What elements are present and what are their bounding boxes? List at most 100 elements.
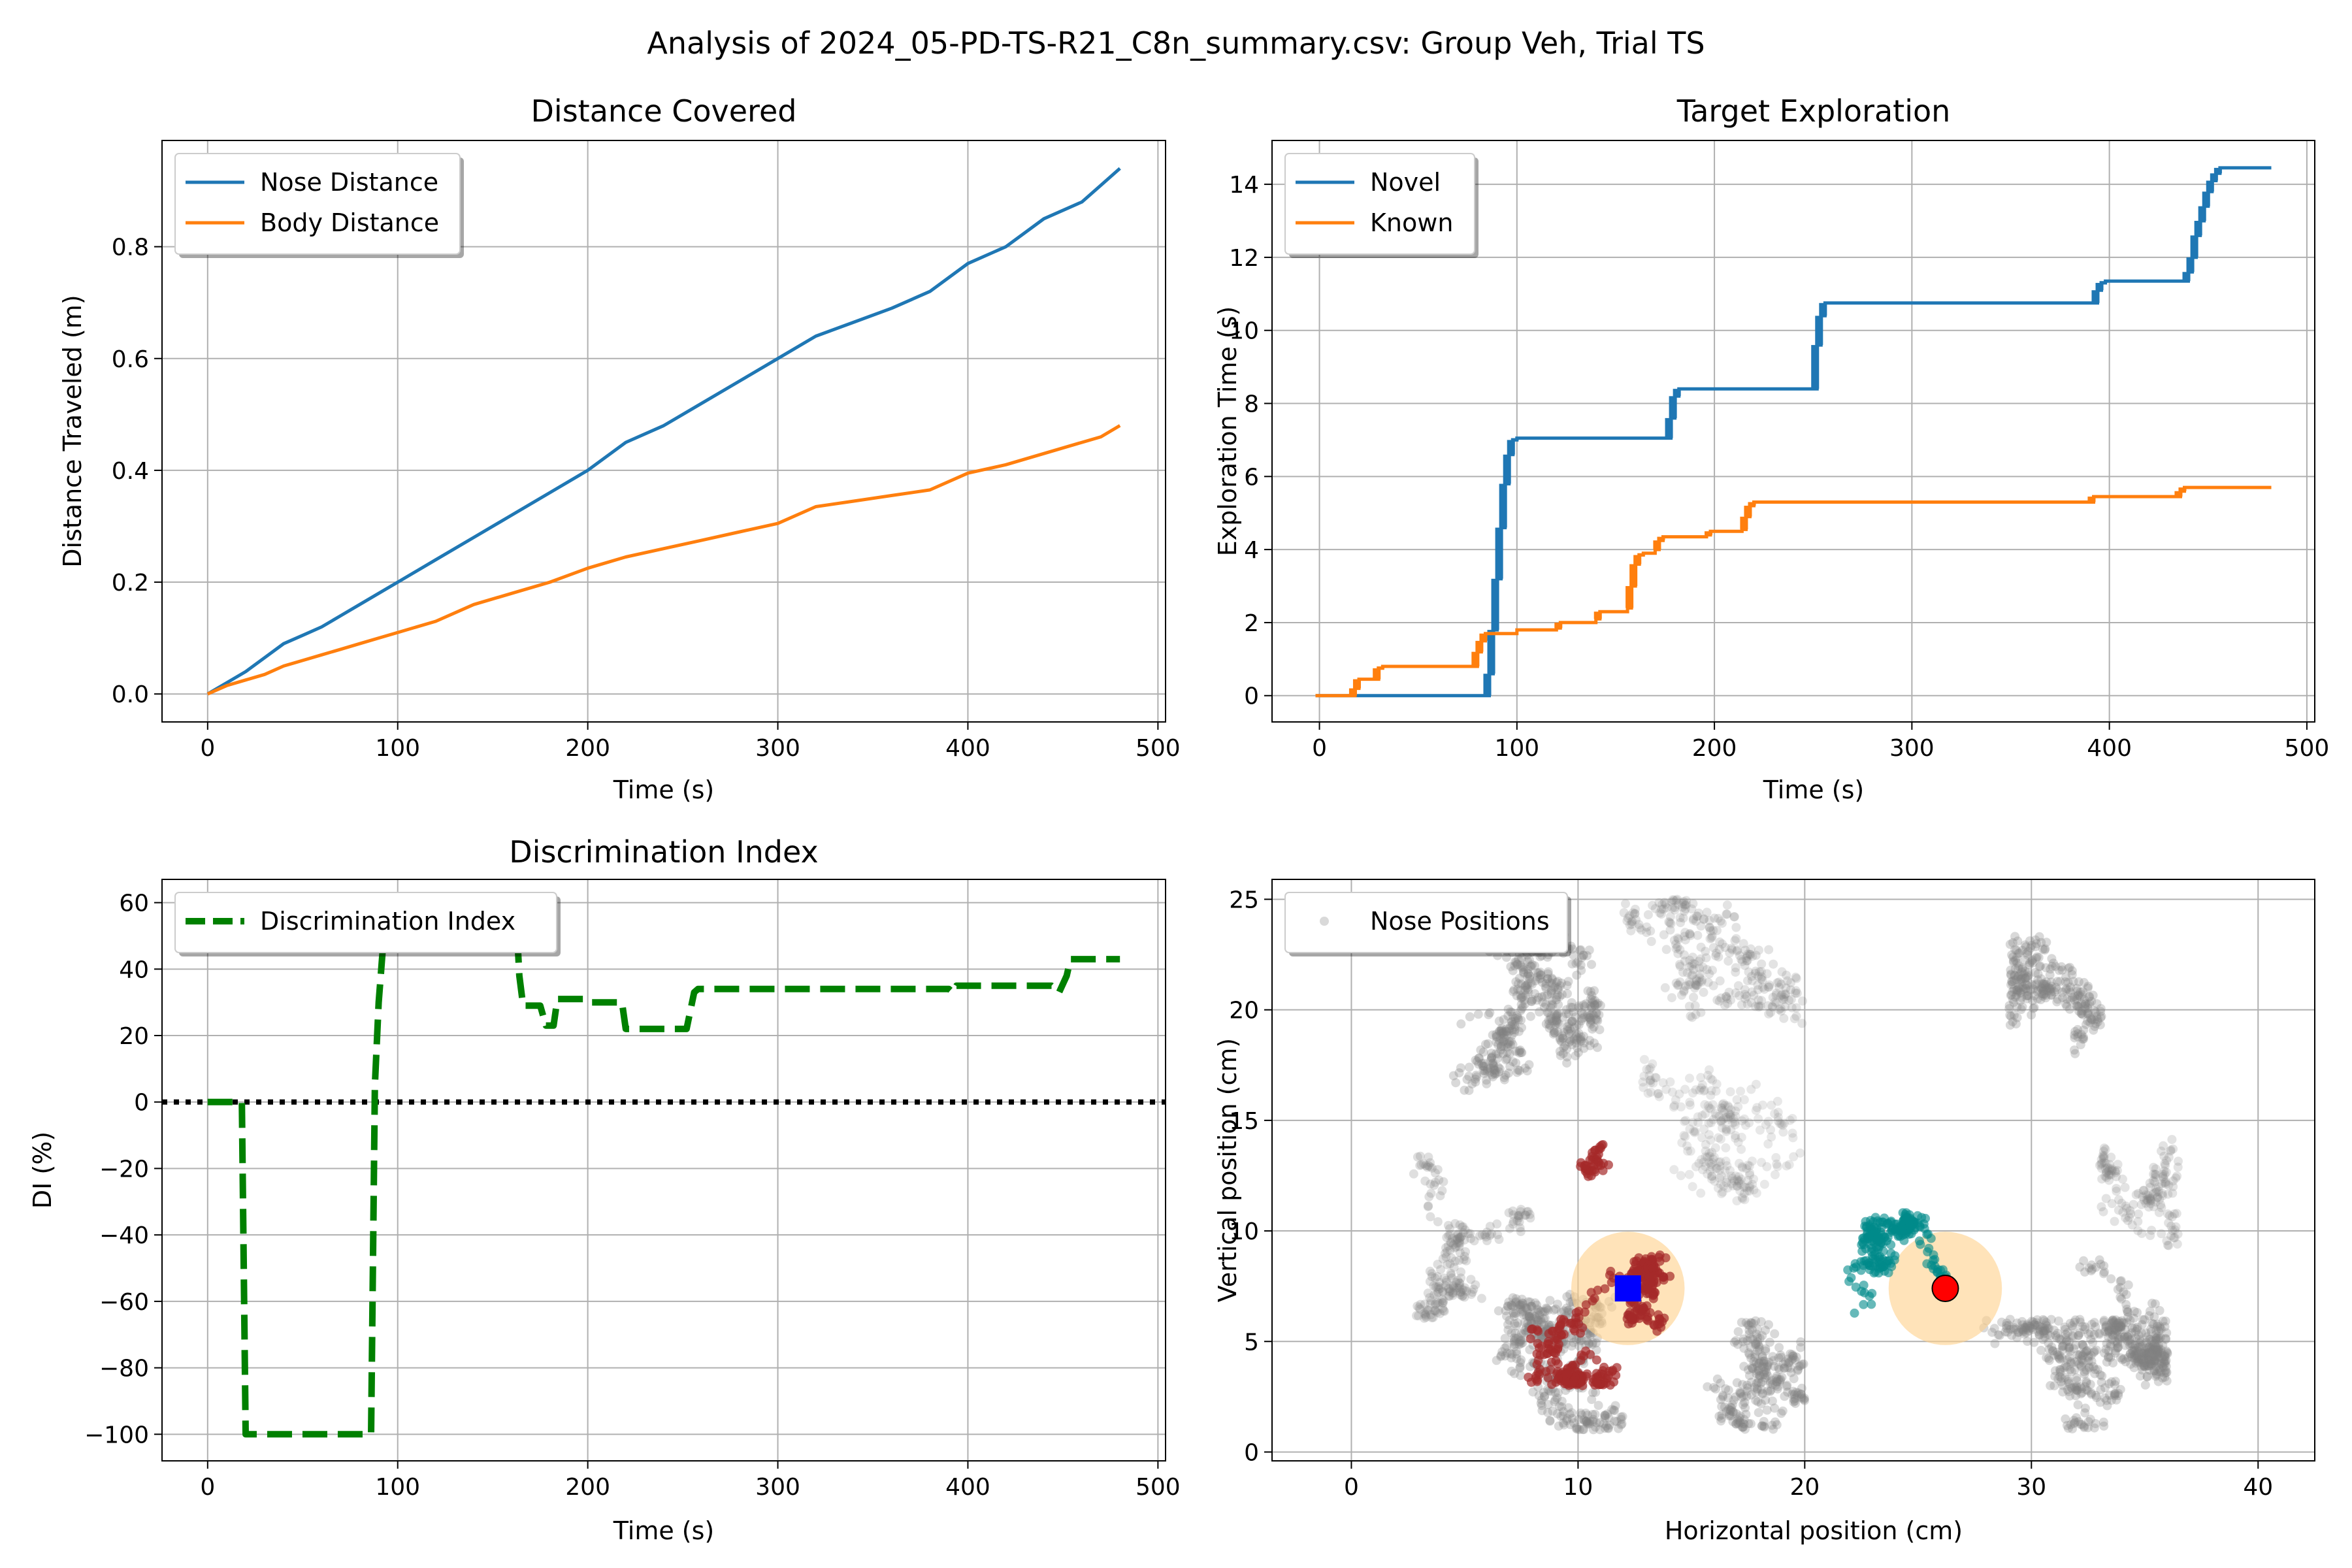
nose-position-point (2057, 1373, 2066, 1383)
nose-position-point (1499, 1042, 1509, 1052)
exploration-step-block (1657, 536, 1665, 541)
nose-position-point (2156, 1367, 2166, 1377)
nose-position-point (1494, 1049, 1503, 1059)
nose-position-point (1550, 1395, 1560, 1405)
nose-position-point (2142, 1371, 2152, 1381)
nose-position-point (1556, 1411, 1566, 1421)
nose-position-point (1503, 1301, 1513, 1311)
nose-position-point (1412, 1311, 1421, 1320)
nose-position-point (1471, 1070, 1481, 1080)
nose-position-point (2153, 1346, 2163, 1356)
nose-position-point (2128, 1347, 2138, 1356)
nose-position-point (1518, 962, 1528, 972)
nose-position-point (2120, 1334, 2130, 1344)
nose-position-point (1748, 1179, 1757, 1189)
nose-position-point (2149, 1351, 2159, 1361)
nose-position-point (2128, 1339, 2137, 1349)
nose-position-point (1638, 1077, 1648, 1087)
nose-position-point (2114, 1391, 2123, 1401)
nose-position-point (2027, 1323, 2036, 1333)
nose-position-point (1747, 1362, 1757, 1372)
nose-position-point (1441, 1243, 1450, 1252)
nose-position-point (1496, 1029, 1506, 1038)
nose-position-point (2106, 1318, 2116, 1328)
nose-position-point (1497, 1025, 1506, 1035)
nose-position-point (1799, 1359, 1808, 1369)
exploration-step-block (2099, 281, 2108, 284)
nose-position-point (1757, 996, 1767, 1005)
nose-position-point (2021, 983, 2031, 993)
nose-position-point (2122, 1318, 2132, 1328)
nose-position-point (1748, 1318, 1758, 1328)
nose-position-point (1562, 1292, 1572, 1301)
nose-position-point (1755, 967, 1764, 977)
nose-position-point (1800, 1396, 1810, 1405)
nose-position-point (1670, 1101, 1679, 1111)
nose-position-point (2006, 965, 2016, 975)
nose-position-point (1544, 1023, 1554, 1033)
nose-position-point (1669, 1102, 1678, 1112)
nose-position-point (1694, 956, 1704, 966)
nose-position-point (2131, 1327, 2141, 1336)
nose-position-point (1732, 1175, 1742, 1184)
nose-position-point (1537, 1318, 1546, 1328)
nose-position-point (2072, 1001, 2082, 1011)
nose-position-point (1723, 1115, 1733, 1124)
nose-position-point (2007, 950, 2017, 960)
nose-position-point (1721, 1156, 1731, 1166)
nose-position-point (2100, 1327, 2110, 1337)
nose-position-point (2151, 1343, 2161, 1353)
nose-position-point (1737, 1192, 1747, 1202)
nose-position-point (2052, 977, 2062, 987)
nose-position-point (1776, 1375, 1786, 1384)
nose-position-point (1552, 1393, 1562, 1403)
nose-position-point (1786, 1364, 1795, 1373)
nose-position-point (2070, 1049, 2080, 1058)
nose-position-point (1479, 1062, 1489, 1071)
nose-position-point (1722, 1178, 1731, 1187)
nose-position-point (1516, 992, 1526, 1002)
nose-position-point (1435, 1298, 1444, 1308)
nose-position-point (1735, 1158, 1744, 1168)
nose-position-point (2154, 1326, 2164, 1336)
nose-position-point (2125, 1315, 2135, 1325)
nose-position-point (1737, 1116, 1747, 1126)
nose-position-point (1533, 1315, 1543, 1324)
nose-position-point (1572, 1035, 1582, 1045)
nose-position-point (2039, 989, 2049, 999)
nose-position-point (1687, 971, 1697, 981)
nose-position-point (2145, 1342, 2155, 1352)
nose-position-point (1558, 1034, 1567, 1043)
nose-position-point (1512, 1011, 1522, 1021)
nose-position-point (2046, 984, 2056, 994)
nose-position-point (1561, 1416, 1571, 1426)
nose-position-point (2085, 1380, 2095, 1389)
nose-position-point (1747, 1156, 1757, 1166)
nose-position-point (1443, 1220, 1453, 1230)
nose-position-point (2074, 1350, 2084, 1360)
nose-position-point (2079, 977, 2089, 987)
nose-position-point (2023, 971, 2033, 981)
nose-position-point (2089, 1347, 2099, 1356)
nose-position-point (2023, 947, 2033, 956)
nose-position-point (1537, 1396, 1546, 1405)
nose-position-point (2087, 1390, 2096, 1399)
nose-position-point (2099, 1315, 2109, 1325)
nose-position-point (1591, 1014, 1601, 1024)
nose-position-point (1714, 952, 1723, 962)
figure-suptitle: Analysis of 2024_05-PD-TS-R21_C8n_summar… (647, 25, 1705, 61)
nose-position-point (1512, 991, 1522, 1000)
nose-position-point (1575, 1425, 1584, 1435)
nose-position-point (1752, 1358, 1761, 1368)
nose-position-point (1691, 917, 1701, 926)
nose-position-point (1696, 1073, 1706, 1083)
nose-position-point (1422, 1307, 1431, 1317)
nose-position-point (1516, 1227, 1526, 1236)
nose-position-point (1513, 979, 1523, 988)
nose-position-point (1679, 950, 1689, 960)
nose-position-point (2101, 1322, 2111, 1332)
nose-position-point (1574, 1028, 1584, 1038)
nose-position-point (1453, 1230, 1463, 1240)
nose-position-point (2150, 1356, 2160, 1366)
nose-position-point (1767, 1375, 1777, 1385)
